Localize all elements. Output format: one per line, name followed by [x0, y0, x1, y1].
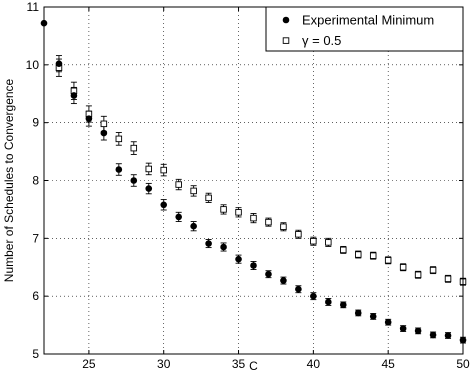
data-point-experimental-minimum [55, 60, 63, 67]
data-point-experimental-minimum [325, 298, 332, 306]
x-tick-label: 45 [381, 357, 395, 371]
data-point-gamma-0-5 [205, 194, 212, 202]
data-point-experimental-minimum [444, 332, 452, 339]
x-tick-label: 30 [157, 357, 171, 371]
data-point-gamma-0-5 [175, 181, 182, 188]
data-point-experimental-minimum [85, 115, 93, 122]
x-tick-label: 35 [232, 357, 246, 371]
data-point-experimental-minimum [354, 309, 362, 317]
data-point-experimental-minimum [190, 222, 197, 230]
data-point-gamma-0-5 [145, 165, 152, 173]
data-point-gamma-0-5 [265, 218, 272, 226]
legend: Experimental Minimum γ = 0.5 [265, 6, 464, 52]
data-point-gamma-0-5 [160, 166, 167, 174]
data-point-experimental-minimum [130, 177, 138, 184]
data-point-experimental-minimum [339, 301, 347, 309]
x-tick-label: 50 [456, 357, 470, 371]
y-axis-label: Number of Schedules to Convergence [2, 78, 16, 282]
y-tick-label: 7 [32, 231, 39, 245]
data-point-experimental-minimum [414, 327, 422, 335]
data-point-experimental-minimum [384, 318, 392, 326]
plot-area [44, 7, 463, 354]
data-point-gamma-0-5 [399, 264, 407, 271]
y-tick-label: 5 [32, 347, 39, 361]
y-tick-label: 8 [32, 174, 39, 188]
data-point-experimental-minimum [265, 270, 272, 278]
data-point-gamma-0-5 [190, 187, 197, 195]
legend-marker-gamma-0-5 [282, 37, 290, 44]
data-point-experimental-minimum [220, 243, 227, 251]
data-point-gamma-0-5 [429, 266, 437, 274]
data-point-gamma-0-5 [100, 120, 108, 128]
data-point-experimental-minimum [250, 262, 257, 269]
data-point-experimental-minimum [115, 166, 123, 173]
data-point-gamma-0-5 [220, 206, 227, 213]
x-tick-label: 25 [82, 357, 96, 371]
data-point-gamma-0-5 [115, 135, 123, 143]
data-point-gamma-0-5 [295, 231, 302, 238]
y-tick-label: 11 [27, 0, 40, 14]
data-point-gamma-0-5 [130, 144, 138, 152]
y-tick-label: 9 [32, 116, 39, 130]
data-point-gamma-0-5 [355, 251, 362, 258]
data-point-experimental-minimum [205, 240, 212, 247]
legend-label-experimental-minimum: Experimental Minimum [302, 13, 434, 28]
legend-box [265, 6, 464, 52]
data-point-gamma-0-5 [444, 275, 452, 283]
data-point-gamma-0-5 [369, 252, 377, 259]
data-point-experimental-minimum [70, 92, 78, 99]
data-point-experimental-minimum [295, 285, 302, 293]
data-point-gamma-0-5 [414, 271, 422, 279]
data-point-experimental-minimum [160, 201, 168, 209]
y-tick-label: 10 [26, 58, 40, 72]
data-point-experimental-minimum [145, 185, 153, 192]
data-point-experimental-minimum [175, 213, 182, 221]
data-point-experimental-minimum [235, 255, 242, 263]
data-point-experimental-minimum [429, 331, 437, 339]
data-point-gamma-0-5 [280, 223, 287, 231]
data-point-gamma-0-5 [384, 257, 392, 264]
data-point-gamma-0-5 [340, 246, 347, 254]
x-axis-label: C [249, 359, 258, 372]
data-point-experimental-minimum [310, 292, 317, 300]
data-point-gamma-0-5 [250, 214, 257, 222]
data-point-experimental-minimum [369, 313, 377, 320]
data-point-experimental-minimum [280, 277, 287, 284]
data-point-experimental-minimum [399, 325, 407, 332]
legend-label-gamma-0-5: γ = 0.5 [302, 33, 341, 48]
data-point-gamma-0-5 [325, 239, 332, 246]
data-marks [40, 19, 467, 344]
y-tick-label: 6 [32, 289, 39, 303]
data-point-gamma-0-5 [235, 209, 242, 216]
x-tick-label: 40 [307, 357, 321, 371]
data-point-experimental-minimum [100, 129, 108, 137]
data-point-gamma-0-5 [310, 237, 317, 245]
legend-marker-experimental-minimum [282, 16, 290, 24]
